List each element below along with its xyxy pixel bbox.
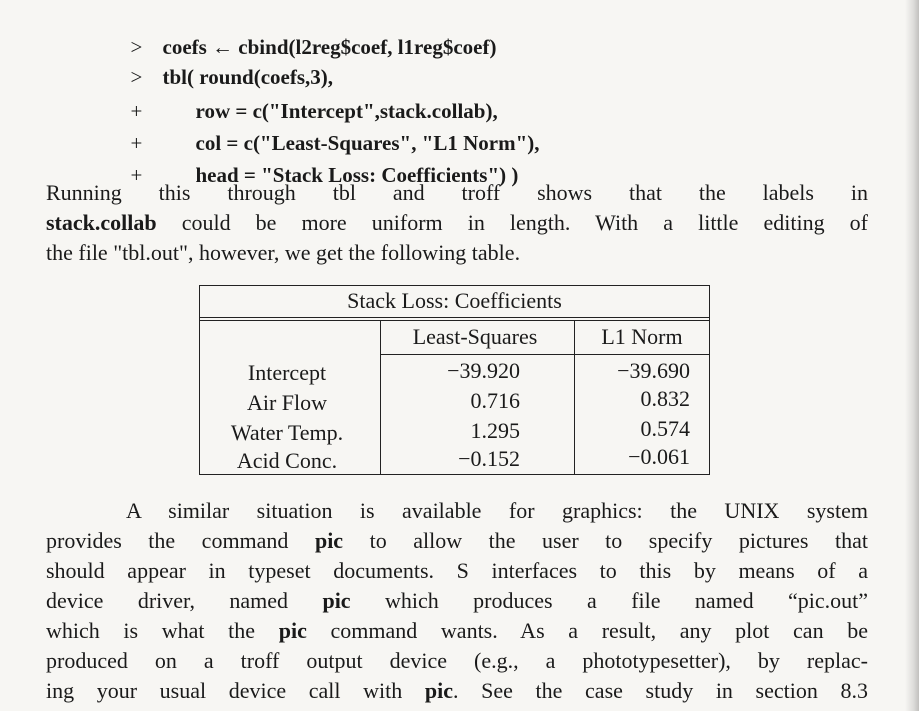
- column-divider: [574, 320, 575, 474]
- code-prompt: >: [130, 65, 143, 89]
- row-label: Air Flow: [246, 390, 328, 415]
- table-caption: Stack Loss: Coefficients: [347, 288, 562, 313]
- code-line-2: > tbl( round(coefs,3),: [120, 38, 334, 90]
- cell-l1-norm: 0.832: [640, 386, 691, 411]
- code-prompt: +: [130, 99, 143, 123]
- code-line-5: + head = "Stack Loss: Coefficients") ): [120, 136, 519, 188]
- paragraph-text: which is what the: [46, 618, 279, 643]
- paragraph-text: which produces a file named “pic.out”: [350, 588, 868, 613]
- paragraph-text: device driver, named: [46, 588, 323, 613]
- code-term: pic: [278, 618, 307, 643]
- paragraph-line: should appear in typeset documents. S in…: [46, 558, 868, 583]
- paragraph-intro: Running this through tbl and troff shows…: [46, 178, 868, 268]
- code-text: tbl( round(coefs,3),: [162, 65, 334, 89]
- paragraph-line: A similar situation is available for gra…: [126, 498, 868, 523]
- code-prompt: >: [130, 35, 143, 59]
- code-term: stack.collab: [46, 210, 157, 235]
- caption-rule: [200, 320, 709, 321]
- paragraph-graphics: A similar situation is available for gra…: [46, 496, 868, 706]
- row-label: Intercept: [247, 360, 327, 385]
- header-rule: [380, 354, 709, 355]
- row-label: Acid Conc.: [236, 448, 338, 473]
- paragraph-line: device driver, named pic which produces …: [46, 586, 868, 616]
- cell-least-squares: −39.920: [447, 358, 520, 383]
- cell-least-squares: 1.295: [470, 418, 521, 443]
- code-line-4: + col = c("Least-Squares", "L1 Norm"),: [120, 104, 540, 156]
- paragraph-text: ing your usual device call with: [46, 678, 425, 703]
- code-line-3: + row = c("Intercept",stack.collab),: [120, 72, 498, 124]
- cell-l1-norm: −39.690: [617, 358, 690, 383]
- code-text: col = c("Least-Squares", "L1 Norm"),: [195, 131, 540, 155]
- code-text: row = c("Intercept",stack.collab),: [195, 99, 498, 123]
- code-line-1: > coefs ← cbind(l2reg$coef, l1reg$coef): [120, 8, 497, 60]
- coefficients-table: Stack Loss: Coefficients Least-Squares L…: [199, 285, 710, 475]
- code-text: coefs ← cbind(l2reg$coef, l1reg$coef): [162, 35, 497, 59]
- paragraph-line: produced on a troff output device (e.g.,…: [46, 648, 868, 673]
- code-prompt: +: [130, 163, 143, 187]
- cell-l1-norm: 0.574: [640, 416, 691, 441]
- code-text: head = "Stack Loss: Coefficients") ): [195, 163, 519, 187]
- code-prompt: +: [130, 131, 143, 155]
- paragraph-text: to allow the user to specify pictures th…: [343, 528, 868, 553]
- paragraph-text: . See the case study in section 8.3: [453, 678, 868, 703]
- paragraph-text: command wants. As a result, any plot can…: [306, 618, 869, 643]
- cell-l1-norm: −0.061: [628, 444, 690, 469]
- paragraph-line: provides the command pic to allow the us…: [46, 526, 868, 556]
- code-term: pic: [424, 678, 454, 703]
- paragraph-line: stack.collab could be more uniform in le…: [46, 208, 868, 238]
- page-edge-shadow: [905, 0, 919, 711]
- code-term: pic: [314, 528, 344, 553]
- paragraph-line: ing your usual device call with pic. See…: [46, 676, 868, 706]
- row-label: Water Temp.: [230, 420, 344, 445]
- column-header-l1-norm: L1 Norm: [601, 324, 683, 349]
- cell-least-squares: −0.152: [458, 446, 520, 471]
- paragraph-line: the file "tbl.out", however, we get the …: [46, 240, 521, 265]
- paragraph-text: could be more uniform in length. With a …: [156, 210, 868, 235]
- paragraph-text: provides the command: [46, 528, 315, 553]
- paragraph-line: which is what the pic command wants. As …: [46, 616, 868, 646]
- paragraph-line: Running this through tbl and troff shows…: [46, 180, 868, 205]
- column-header-least-squares: Least-Squares: [412, 324, 538, 349]
- caption-rule: [200, 317, 709, 318]
- code-term: pic: [322, 588, 351, 613]
- cell-least-squares: 0.716: [470, 388, 521, 413]
- column-divider: [380, 320, 381, 474]
